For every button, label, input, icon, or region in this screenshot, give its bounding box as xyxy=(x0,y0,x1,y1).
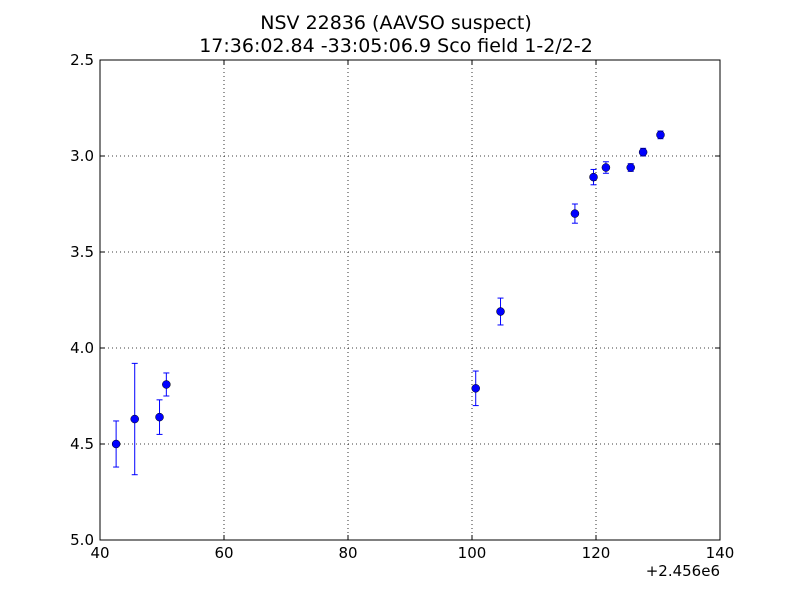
x-tick-label: 100 xyxy=(458,544,487,562)
grid-lines xyxy=(100,60,720,540)
x-tick-label: 40 xyxy=(90,544,109,562)
x-tick-label: 120 xyxy=(582,544,611,562)
data-markers xyxy=(111,130,665,449)
chart-title-line1: NSV 22836 (AAVSO suspect) xyxy=(260,12,531,34)
axis-ticks xyxy=(99,59,721,541)
x-tick-label: 140 xyxy=(706,544,735,562)
data-point xyxy=(638,147,648,157)
y-tick-label: 4.5 xyxy=(70,435,94,453)
y-tick-labels: 2.5 3.0 3.5 4.0 4.5 5.0 xyxy=(70,51,94,549)
x-tick-labels: 40 60 80 100 120 140 xyxy=(90,544,734,562)
data-point xyxy=(155,412,164,422)
y-tick-label: 3.0 xyxy=(70,147,94,165)
error-bars xyxy=(113,130,664,476)
y-tick-label: 3.5 xyxy=(70,243,94,261)
data-point xyxy=(162,380,171,389)
x-tick-label: 60 xyxy=(214,544,233,562)
y-tick-label: 5.0 xyxy=(70,531,94,549)
x-axis-offset-label: +2.456e6 xyxy=(646,562,720,580)
data-point xyxy=(589,172,598,182)
data-point xyxy=(656,130,665,140)
data-point xyxy=(471,384,480,393)
data-point xyxy=(626,163,635,172)
x-tick-label: 80 xyxy=(338,544,357,562)
y-tick-label: 2.5 xyxy=(70,51,94,69)
data-point xyxy=(496,307,505,316)
y-tick-label: 4.0 xyxy=(70,339,94,357)
data-point xyxy=(130,414,139,424)
chart-title-line2: 17:36:02.84 -33:05:06.9 Sco field 1-2/2-… xyxy=(199,35,593,57)
data-point xyxy=(570,209,580,218)
plot-area-frame xyxy=(99,59,721,541)
data-point xyxy=(111,439,121,449)
data-point xyxy=(601,163,611,172)
